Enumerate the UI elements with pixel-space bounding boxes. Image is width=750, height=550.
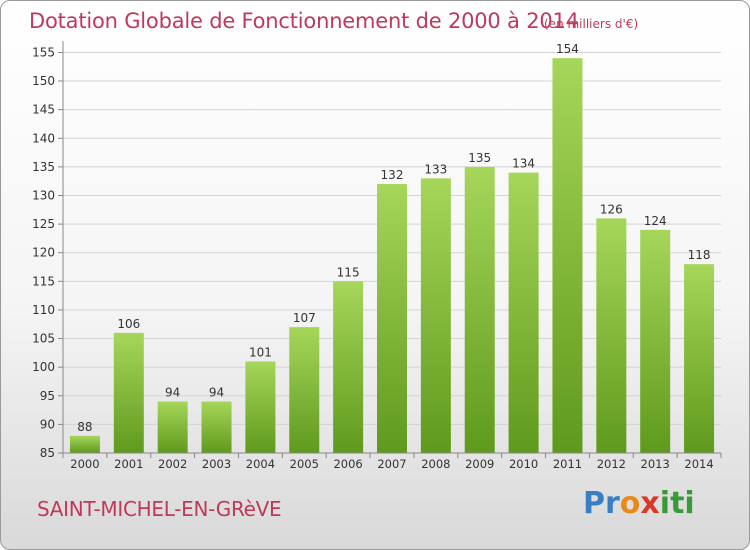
value-label: 133 — [424, 162, 447, 176]
bar — [289, 327, 320, 453]
value-label: 94 — [209, 386, 224, 400]
bar — [508, 172, 539, 453]
logo-letter: i — [684, 486, 695, 521]
x-axis: 2000 2001 2002 2003 2004 2005 2006 2007 2008 2009… — [62, 453, 722, 471]
x-tick-label: 2011 — [553, 457, 582, 471]
bar — [420, 178, 451, 454]
y-tick-label: 135 — [32, 160, 55, 174]
logo-letter: r — [605, 486, 620, 521]
chart-title: Dotation Globale de Fonctionnement de 20… — [29, 9, 579, 33]
bars — [69, 58, 715, 454]
value-labels: 88 106 94 94 101 107 115 132 133 135 134 154 126 124 1… — [77, 42, 710, 434]
value-label: 107 — [293, 311, 316, 325]
y-tick-label: 115 — [32, 274, 55, 288]
y-tick-label: 95 — [40, 389, 55, 403]
y-tick-label: 150 — [32, 74, 55, 88]
x-tick-label: 2014 — [684, 457, 713, 471]
x-tick-label: 2009 — [465, 457, 494, 471]
value-label: 154 — [556, 42, 579, 56]
bar — [69, 435, 100, 453]
y-tick-label: 155 — [32, 45, 55, 59]
y-tick-label: 105 — [32, 332, 55, 346]
logo-letter: i — [659, 486, 671, 521]
y-tick-label: 110 — [32, 303, 55, 317]
y-tick-label: 130 — [32, 189, 55, 203]
proxiti-logo: Proxiti — [583, 486, 695, 521]
y-tick-label: 120 — [32, 246, 55, 260]
x-tick-label: 2002 — [158, 457, 187, 471]
logo-letter: t — [670, 486, 685, 521]
bar — [596, 218, 627, 453]
bar — [684, 264, 715, 453]
x-tick-label: 2004 — [246, 457, 275, 471]
logo-letter: x — [640, 486, 660, 521]
x-tick-label: 2000 — [70, 457, 99, 471]
chart-unit: (en milliers d'€) — [544, 17, 639, 31]
value-label: 132 — [381, 168, 404, 182]
x-tick-label: 2013 — [641, 457, 670, 471]
bar — [245, 361, 276, 453]
commune-name: SAINT-MICHEL-EN-GRèVE — [37, 497, 282, 521]
value-label: 124 — [644, 214, 667, 228]
value-label: 94 — [165, 386, 180, 400]
y-tick-label: 145 — [32, 103, 55, 117]
bar — [640, 229, 671, 453]
bar — [464, 166, 495, 453]
value-label: 118 — [688, 248, 711, 262]
value-label: 115 — [337, 265, 360, 279]
bar — [113, 332, 144, 453]
y-tick-label: 85 — [40, 446, 55, 460]
x-tick-label: 2012 — [597, 457, 626, 471]
y-tick-label: 90 — [40, 417, 55, 431]
value-label: 88 — [77, 420, 92, 434]
y-axis: 85 90 95 100 105 110 115 120 125 130 135 140 145 150 1… — [32, 41, 721, 460]
value-label: 134 — [512, 157, 535, 171]
x-tick-label: 2005 — [290, 457, 319, 471]
x-tick-label: 2001 — [114, 457, 143, 471]
y-tick-label: 140 — [32, 131, 55, 145]
y-tick-label: 125 — [32, 217, 55, 231]
x-tick-label: 2007 — [377, 457, 406, 471]
logo-letter: o — [619, 486, 641, 521]
bar — [377, 184, 407, 454]
bar — [157, 401, 188, 453]
x-tick-label: 2008 — [421, 457, 450, 471]
bar — [201, 401, 232, 453]
bar — [333, 281, 364, 453]
value-label: 101 — [249, 345, 272, 359]
x-tick-label: 2010 — [509, 457, 538, 471]
value-label: 135 — [468, 151, 491, 165]
logo-letter: P — [583, 486, 605, 521]
value-label: 106 — [117, 317, 140, 331]
value-label: 126 — [600, 202, 623, 216]
x-tick-label: 2003 — [202, 457, 231, 471]
bar — [552, 58, 583, 454]
y-tick-label: 100 — [32, 360, 55, 374]
x-tick-label: 2006 — [333, 457, 362, 471]
